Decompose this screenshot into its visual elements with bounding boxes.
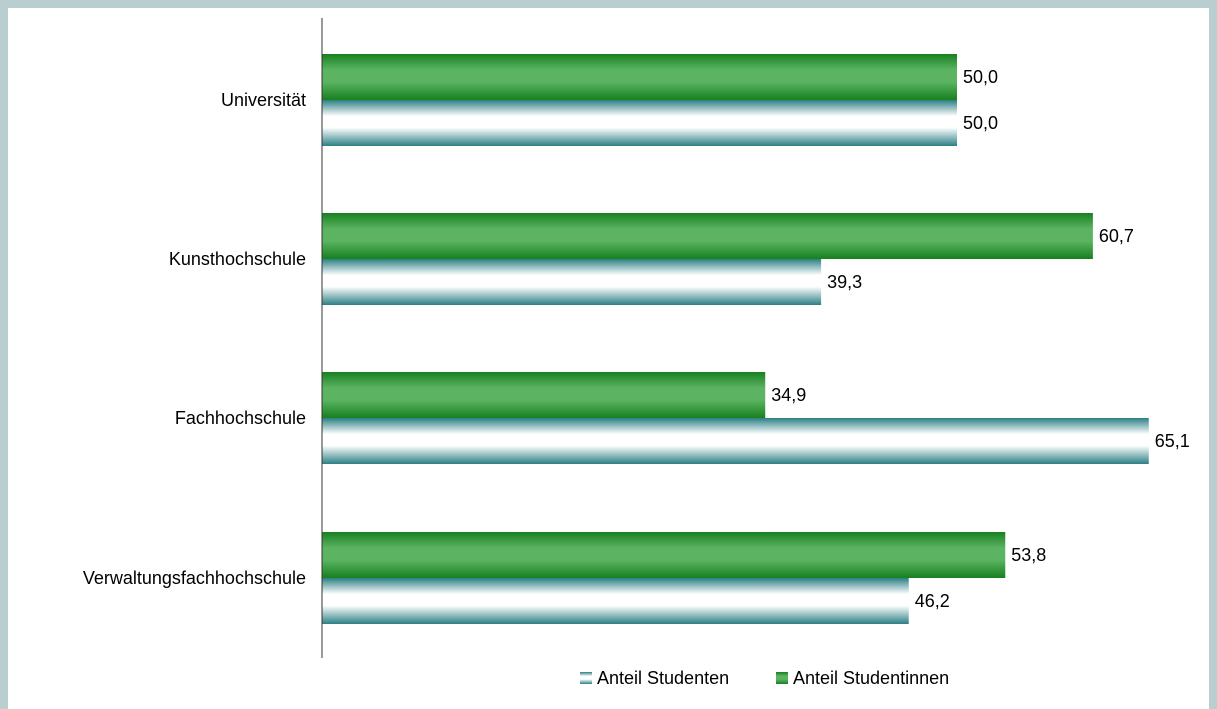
bar-studenten	[322, 578, 909, 624]
bar-studentinnen	[322, 372, 766, 418]
chart-frame: Universität 50,0 50,0 Kunsthochschule 60,7 39…	[8, 8, 1209, 709]
bar-studenten	[322, 418, 1149, 464]
value-label-studentinnen: 50,0	[963, 67, 998, 87]
value-label-studentinnen: 60,7	[1099, 226, 1134, 246]
legend-studenten-swatch	[580, 672, 592, 684]
category-label: Universität	[221, 90, 306, 110]
bar-studentinnen	[322, 54, 957, 100]
bar-studenten	[322, 100, 957, 146]
category-label: Fachhochschule	[175, 408, 306, 428]
bar-studentinnen	[322, 532, 1006, 578]
legend-studenten-label: Anteil Studenten	[597, 668, 729, 688]
value-label-studenten: 46,2	[915, 591, 950, 611]
bar-studenten	[322, 259, 822, 305]
category-label: Verwaltungsfachhochschule	[83, 568, 306, 588]
value-label-studentinnen: 53,8	[1011, 545, 1046, 565]
legend-studentinnen-label: Anteil Studentinnen	[793, 668, 949, 688]
bar-studentinnen	[322, 213, 1093, 259]
value-label-studentinnen: 34,9	[771, 385, 806, 405]
category-label: Kunsthochschule	[169, 249, 306, 269]
value-label-studenten: 50,0	[963, 113, 998, 133]
value-label-studenten: 65,1	[1155, 431, 1190, 451]
legend-studentinnen-swatch	[776, 672, 788, 684]
value-label-studenten: 39,3	[827, 272, 862, 292]
bar-chart: Universität 50,0 50,0 Kunsthochschule 60,7 39…	[83, 18, 1190, 688]
